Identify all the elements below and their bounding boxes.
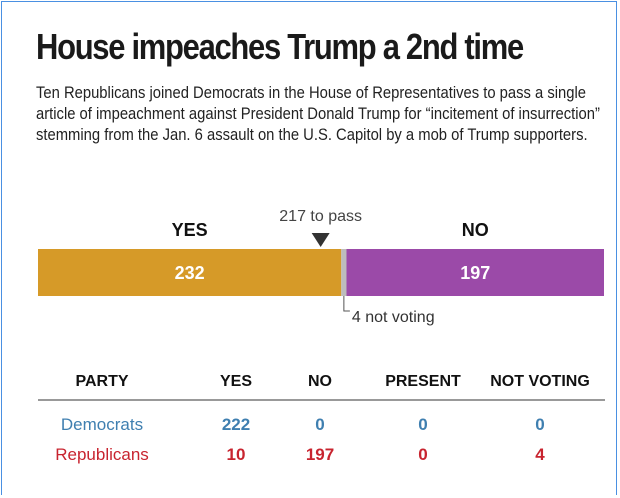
- headline: House impeaches Trump a 2nd time: [36, 26, 524, 67]
- yes-header: YES: [172, 220, 208, 240]
- table-cell: 0: [315, 415, 324, 434]
- description: Ten Republicans joined Democrats in the …: [36, 83, 600, 144]
- table-cell: 10: [227, 445, 246, 464]
- table-cell: 222: [222, 415, 250, 434]
- table-header-present: PRESENT: [385, 373, 461, 390]
- table-cell: 0: [418, 445, 427, 464]
- table-header-no: NO: [308, 373, 332, 390]
- table-cell: 0: [418, 415, 427, 434]
- no-value-label: 197: [460, 263, 490, 283]
- yes-value-label: 232: [175, 263, 205, 283]
- table-header-party: PARTY: [75, 373, 128, 390]
- yes-bar: [38, 249, 342, 296]
- threshold-label: 217 to pass: [279, 208, 362, 225]
- table-row: Democrats 222 0 0 0: [61, 415, 545, 434]
- threshold-marker: [311, 233, 330, 247]
- not-voting-leader: [343, 296, 350, 312]
- vote-bar: 232 197 YES NO 217 to pass 4 not voting: [38, 208, 604, 326]
- table-cell: 4: [535, 445, 545, 464]
- table-header-yes: YES: [220, 373, 252, 390]
- party-name: Republicans: [55, 445, 149, 464]
- table-cell: 0: [535, 415, 544, 434]
- not-voting-bar: [341, 249, 347, 296]
- table-cell: 197: [306, 445, 334, 464]
- vote-table: PARTY YES NO PRESENT NOT VOTING Democrats 222 0…: [38, 373, 605, 464]
- no-bar: [346, 249, 604, 296]
- no-header: NO: [462, 220, 489, 240]
- table-header-not-voting: NOT VOTING: [490, 373, 590, 390]
- not-voting-label: 4 not voting: [352, 309, 435, 326]
- table-row: Republicans 10 197 0 4: [55, 445, 545, 464]
- party-name: Democrats: [61, 415, 143, 434]
